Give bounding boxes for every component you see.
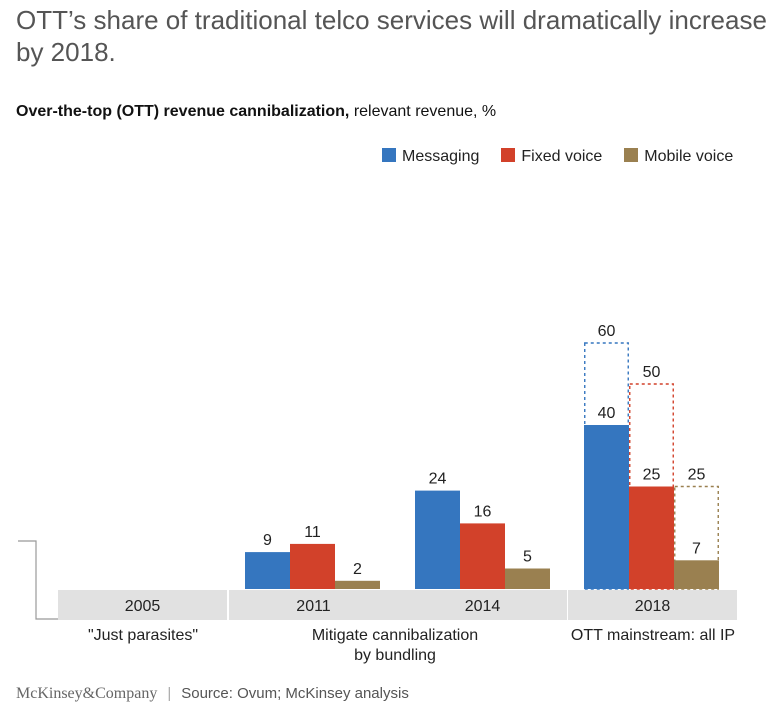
category-band-2014 <box>398 590 567 620</box>
projected-label-fixed-voice-2018: 50 <box>643 364 661 381</box>
bar-mobile-voice-2011 <box>335 580 380 589</box>
legend-swatch-messaging <box>382 148 396 162</box>
legend-swatch-mobile-voice <box>624 148 639 162</box>
footer-divider: | <box>167 685 172 702</box>
value-label-messaging-2014: 24 <box>429 471 447 488</box>
legend-label-fixed-voice: Fixed voice <box>521 148 603 165</box>
value-label-fixed-voice-2018: 25 <box>643 467 661 484</box>
bar-chart: 2005 2011 2014 201892460401116502525257"Jus… <box>18 323 737 664</box>
chart-subtitle: Over-the-top (OTT) revenue cannibalizati… <box>16 102 496 122</box>
category-band-2011 <box>229 590 398 620</box>
projected-label-messaging-2018: 60 <box>598 323 616 340</box>
category-label-2011: 2011 <box>296 598 331 615</box>
axis-bracket <box>18 540 58 620</box>
legend-swatch-fixed-voice <box>501 148 516 162</box>
phase-label-2-line-1: Mitigate cannibalization <box>312 627 478 644</box>
projected-label-mobile-voice-2018: 25 <box>688 467 706 484</box>
category-label-2018: 2018 <box>635 598 671 615</box>
subtitle-bold: Over-the-top (OTT) revenue cannibalizati… <box>16 103 350 120</box>
value-label-mobile-voice-2014: 5 <box>523 549 532 566</box>
chart-title: OTT’s share of traditional telco service… <box>16 5 767 67</box>
legend-label-mobile-voice: Mobile voice <box>644 148 734 165</box>
legend-item-messaging: Messaging <box>382 147 479 167</box>
category-label-2005: 2005 <box>125 598 161 615</box>
bar-messaging-2014 <box>415 490 460 589</box>
bar-fixed-voice-2018 <box>629 486 674 589</box>
bar-mobile-voice-2014 <box>505 568 550 589</box>
legend-item-fixed-voice: Fixed voice <box>501 147 602 167</box>
footer: McKinsey&Company | Source: Ovum; McKinsey … <box>16 684 409 704</box>
legend-item-mobile-voice: Mobile voice <box>624 147 733 167</box>
value-label-mobile-voice-2011: 2 <box>353 561 362 578</box>
legend-label-messaging: Messaging <box>402 148 480 165</box>
phase-label-3-line-1: OTT mainstream: all IP <box>571 627 735 644</box>
phase-label-1-line-1: "Just parasites" <box>88 627 198 644</box>
value-label-fixed-voice-2011: 11 <box>304 524 321 541</box>
value-label-messaging-2011: 9 <box>263 532 272 549</box>
bar-fixed-voice-2014 <box>460 523 505 589</box>
projected-outline-mobile-voice-2018 <box>674 485 719 590</box>
value-label-messaging-2018: 40 <box>598 405 616 422</box>
source-note: Source: Ovum; McKinsey analysis <box>181 685 409 702</box>
value-label-mobile-voice-2018: 7 <box>692 540 701 557</box>
category-label-2014: 2014 <box>465 598 501 615</box>
bar-mobile-voice-2018 <box>674 560 719 589</box>
subtitle-rest: relevant revenue, % <box>349 103 497 120</box>
phase-label-2-line-2: by bundling <box>354 647 436 664</box>
bar-messaging-2011 <box>245 552 290 589</box>
brand-logo: McKinsey&Company <box>16 685 158 702</box>
category-band-2018 <box>568 590 737 620</box>
bar-messaging-2018 <box>584 425 629 589</box>
category-band-2005 <box>58 590 227 620</box>
chart-legend: Messaging Fixed voice Mobile voice <box>382 147 755 167</box>
value-label-fixed-voice-2014: 16 <box>474 503 492 520</box>
bar-fixed-voice-2011 <box>290 543 335 589</box>
